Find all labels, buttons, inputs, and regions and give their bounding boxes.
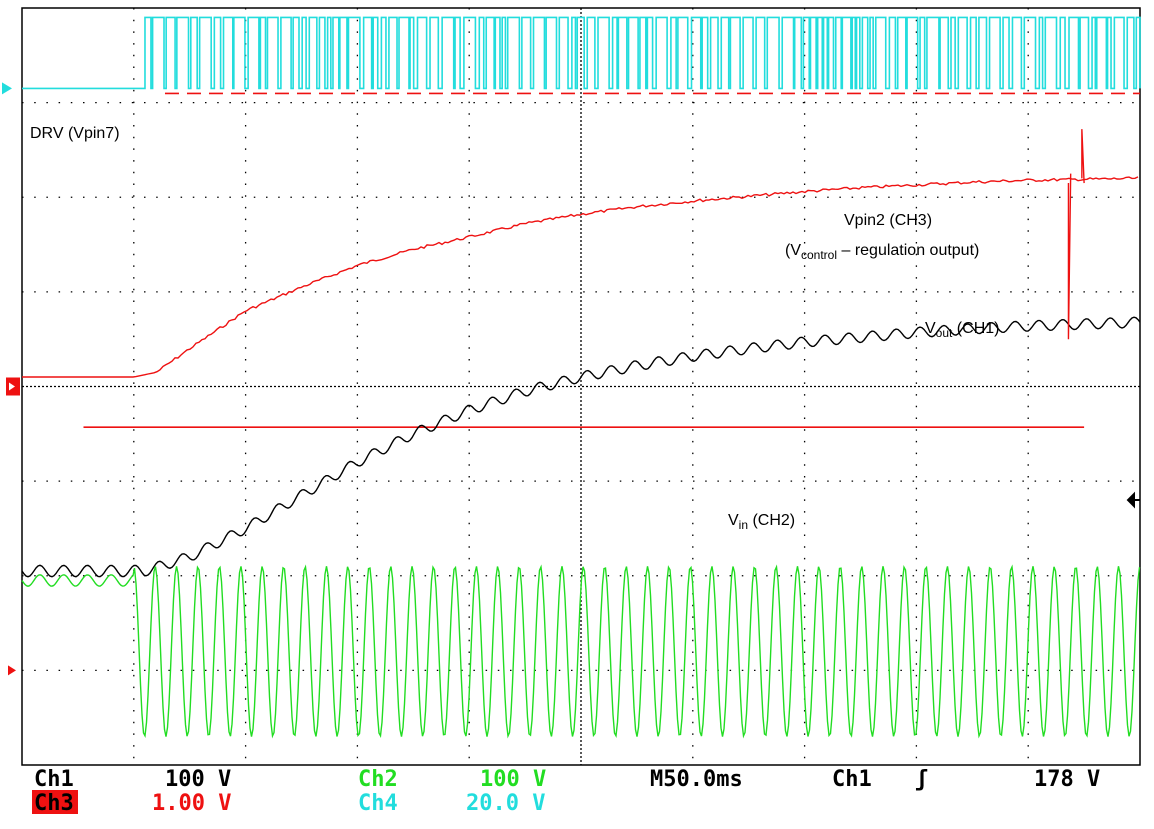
readout-ch4-name: Ch4 <box>358 791 398 816</box>
readout-timebase: M50.0ms <box>650 767 743 792</box>
label-vin-main: V <box>728 512 739 529</box>
label-vcontrol: (Vcontrol – regulation output) <box>785 242 979 262</box>
readout-ch1-scale: 100 V <box>165 767 231 792</box>
label-vcontrol-sub: control <box>801 248 837 262</box>
readout-trigger-level: 178 V <box>1034 767 1100 792</box>
ch1-ch3-ground-arrow <box>9 382 15 391</box>
readout-ch2-scale: 100 V <box>480 767 546 792</box>
readout-trigger-source: Ch1 <box>832 767 872 792</box>
trace-drv-vpin7 <box>22 16 1141 90</box>
label-vout-main: V <box>925 320 936 337</box>
label-vin: Vin (CH2) <box>728 512 795 532</box>
channel-markers <box>2 82 1140 676</box>
readout-ch3-highlight <box>32 790 78 814</box>
label-vcontrol-open: (V <box>785 242 801 259</box>
readout-trigger-slope-icon: ʃ <box>915 767 928 792</box>
trace-vpin2-glitch <box>1067 129 1085 340</box>
graticule <box>21 7 1141 766</box>
trace-vpin2-ch3 <box>22 176 1139 378</box>
label-vin-sub: in <box>739 518 748 532</box>
readout-ch3-scale: 1.00 V <box>152 791 231 816</box>
label-vin-rest: (CH2) <box>748 512 795 529</box>
label-vout-rest: (CH1) <box>952 320 999 337</box>
readout-ch1-name: Ch1 <box>34 767 74 792</box>
trigger-level-arrow-icon <box>1126 491 1140 509</box>
ch4-ground-marker <box>2 82 12 95</box>
label-vpin2: Vpin2 (CH3) <box>844 212 932 229</box>
readout-ch3-name: Ch3 <box>34 791 74 816</box>
label-vcontrol-rest: – regulation output) <box>837 242 979 259</box>
label-vout: Vout (CH1) <box>925 320 999 340</box>
readout-ch2-name: Ch2 <box>358 767 398 792</box>
readout-ch4-scale: 20.0 V <box>466 791 545 816</box>
label-vout-sub: out <box>936 326 953 340</box>
ch2-ground-marker <box>8 665 16 676</box>
trace-vin-ch2 <box>21 564 1141 739</box>
trace-vout-ch1 <box>21 316 1141 578</box>
label-drv: DRV (Vpin7) <box>30 125 120 142</box>
